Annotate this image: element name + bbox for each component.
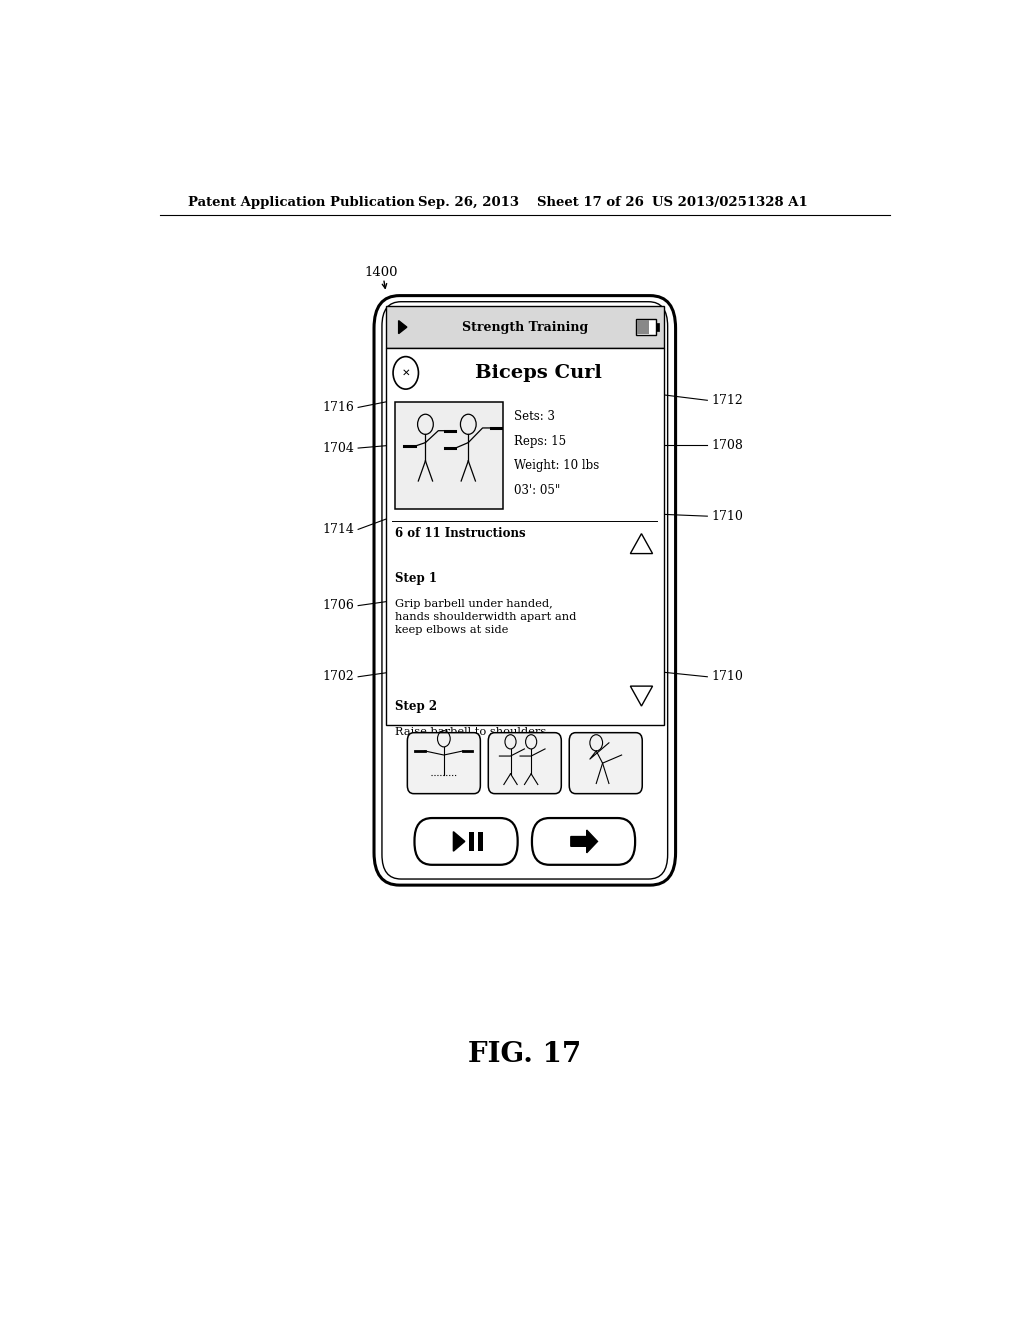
- Text: Raise barbell to shoulders: Raise barbell to shoulders: [395, 726, 547, 737]
- FancyBboxPatch shape: [408, 733, 480, 793]
- FancyBboxPatch shape: [569, 733, 642, 793]
- Text: 1702: 1702: [323, 671, 354, 684]
- Text: 1708: 1708: [712, 438, 743, 451]
- Text: Step 2: Step 2: [395, 700, 437, 713]
- FancyBboxPatch shape: [637, 319, 648, 334]
- Circle shape: [393, 356, 419, 389]
- FancyBboxPatch shape: [386, 306, 664, 348]
- Text: 1712: 1712: [712, 393, 743, 407]
- Text: Sep. 26, 2013: Sep. 26, 2013: [418, 195, 519, 209]
- Polygon shape: [398, 321, 407, 334]
- Text: Patent Application Publication: Patent Application Publication: [187, 195, 415, 209]
- Text: 1706: 1706: [323, 599, 354, 612]
- FancyBboxPatch shape: [386, 348, 664, 725]
- FancyBboxPatch shape: [382, 302, 668, 879]
- Text: US 2013/0251328 A1: US 2013/0251328 A1: [652, 195, 808, 209]
- FancyBboxPatch shape: [374, 296, 676, 886]
- Text: 1716: 1716: [323, 401, 354, 414]
- FancyBboxPatch shape: [636, 319, 655, 335]
- Text: 1400: 1400: [365, 265, 398, 279]
- Text: 1710: 1710: [712, 671, 743, 684]
- Polygon shape: [631, 533, 652, 553]
- Text: Grip barbell under handed,
hands shoulderwidth apart and
keep elbows at side: Grip barbell under handed, hands shoulde…: [395, 598, 577, 635]
- Polygon shape: [454, 832, 465, 851]
- Polygon shape: [570, 830, 597, 853]
- Text: Step 1: Step 1: [395, 572, 437, 585]
- Text: FIG. 17: FIG. 17: [468, 1041, 582, 1068]
- Text: 03': 05": 03': 05": [514, 483, 561, 496]
- FancyBboxPatch shape: [415, 818, 518, 865]
- Text: 1710: 1710: [712, 510, 743, 523]
- Text: Sets: 3: Sets: 3: [514, 411, 555, 424]
- Text: Biceps Curl: Biceps Curl: [475, 364, 602, 381]
- Text: ✕: ✕: [401, 368, 411, 378]
- Polygon shape: [631, 686, 652, 706]
- Text: Weight: 10 lbs: Weight: 10 lbs: [514, 459, 600, 473]
- Text: Strength Training: Strength Training: [462, 321, 588, 334]
- Text: Sheet 17 of 26: Sheet 17 of 26: [537, 195, 643, 209]
- FancyBboxPatch shape: [469, 832, 474, 851]
- Text: 1714: 1714: [323, 523, 354, 536]
- FancyBboxPatch shape: [477, 832, 482, 851]
- Text: Reps: 15: Reps: 15: [514, 434, 566, 447]
- Text: 6 of 11 Instructions: 6 of 11 Instructions: [395, 528, 526, 540]
- FancyBboxPatch shape: [531, 818, 635, 865]
- FancyBboxPatch shape: [655, 323, 658, 331]
- Text: 1704: 1704: [323, 442, 354, 454]
- FancyBboxPatch shape: [395, 403, 503, 510]
- FancyBboxPatch shape: [488, 733, 561, 793]
